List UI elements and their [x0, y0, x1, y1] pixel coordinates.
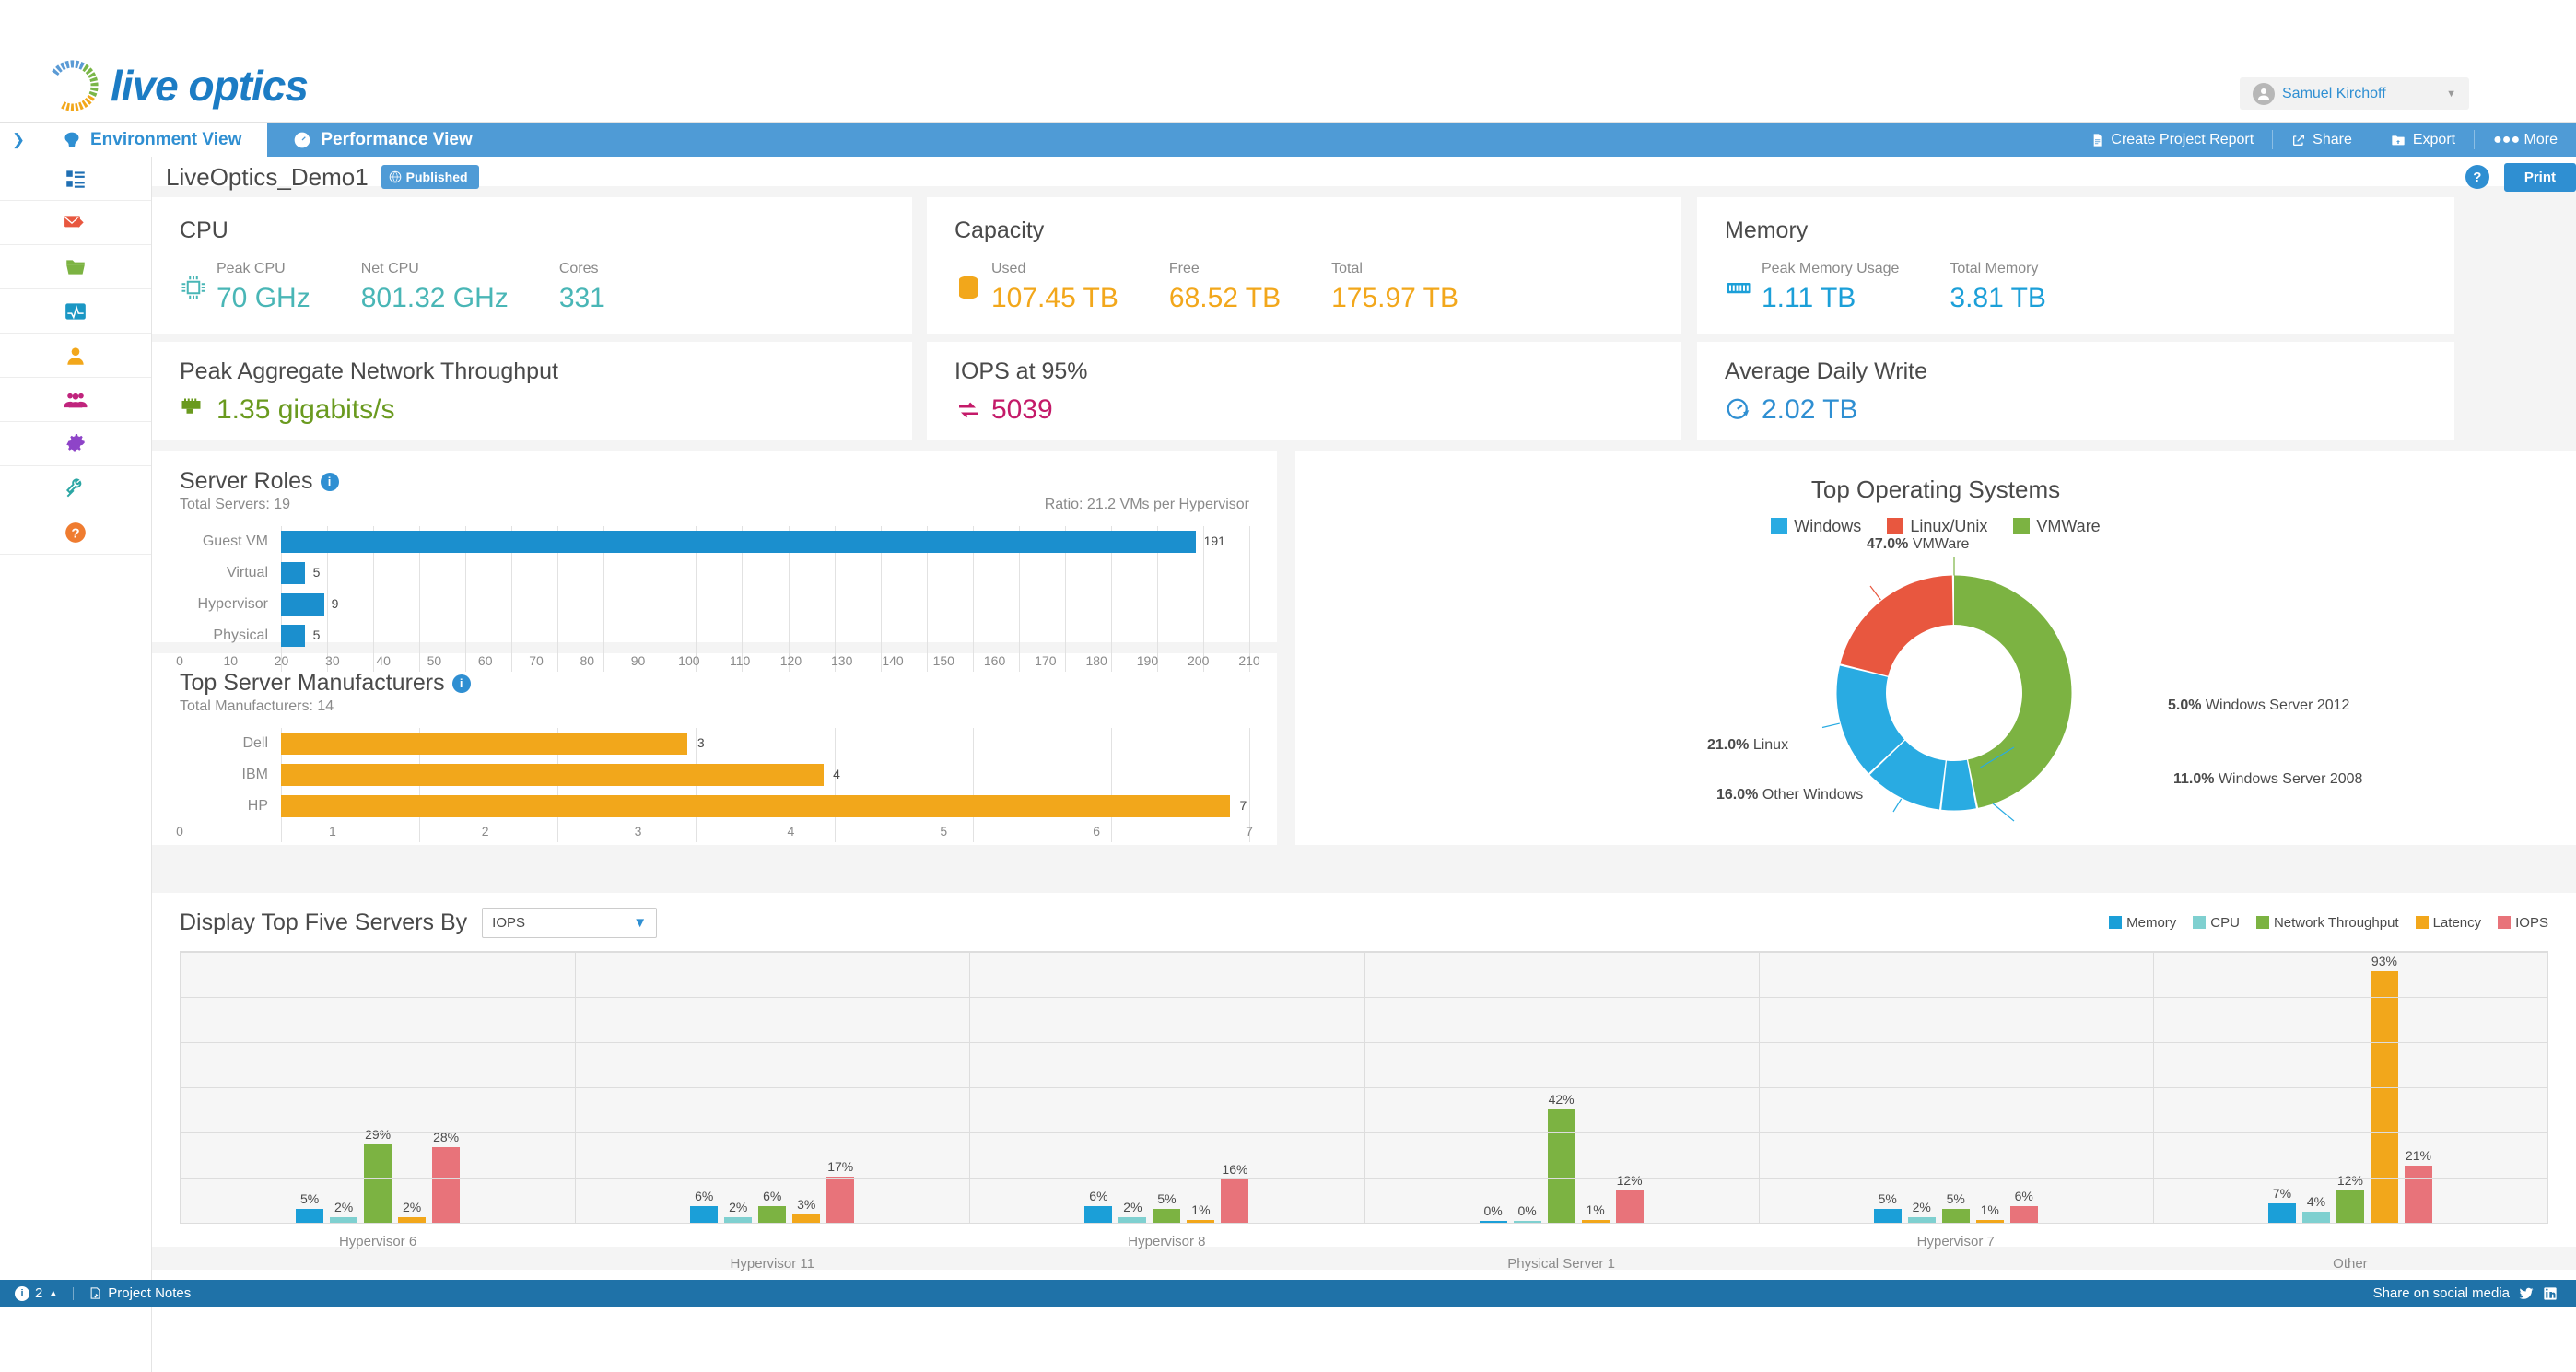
svg-text:?: ? — [71, 525, 79, 541]
